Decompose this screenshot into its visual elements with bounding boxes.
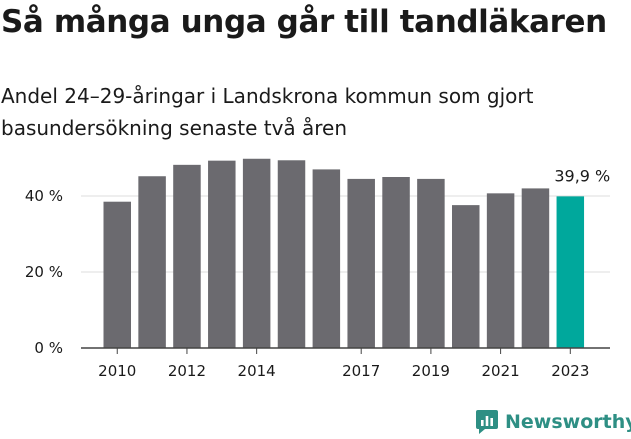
bar xyxy=(242,158,271,348)
brand-name: Newsworthy xyxy=(505,411,631,433)
y-tick-label: 20 % xyxy=(25,263,63,281)
bar xyxy=(138,176,166,348)
chart-subtitle: Andel 24–29-åringar i Landskrona kommun … xyxy=(1,84,534,140)
bar xyxy=(486,193,515,348)
x-tick-label: 2012 xyxy=(168,362,206,380)
bar xyxy=(103,201,131,348)
bar xyxy=(208,160,236,348)
bar xyxy=(277,160,306,348)
x-tick-label: 2019 xyxy=(412,362,450,380)
x-tick-label: 2017 xyxy=(342,362,380,380)
bar xyxy=(521,188,550,348)
bar xyxy=(417,178,445,348)
x-tick-label: 2014 xyxy=(238,362,276,380)
bar xyxy=(312,169,341,348)
bar xyxy=(382,177,410,348)
y-tick-label: 0 % xyxy=(34,339,63,357)
newsworthy-icon xyxy=(476,410,498,434)
bar xyxy=(452,205,480,348)
bar xyxy=(347,178,375,348)
x-tick-label: 2023 xyxy=(551,362,589,380)
bar-chart: 0 % 20 % 40 % 39,9 % 2010 2012 2014 2017 2019 202… xyxy=(25,158,610,380)
y-tick-label: 40 % xyxy=(25,187,63,205)
x-tick-label: 2010 xyxy=(98,362,136,380)
bar-value-label: 39,9 % xyxy=(554,166,610,185)
x-tick-label: 2021 xyxy=(482,362,520,380)
chart-title: Så många unga går till tandläkaren xyxy=(1,4,607,40)
bar xyxy=(173,164,201,348)
newsworthy-logo: Newsworthy xyxy=(475,406,631,438)
highlighted-bar xyxy=(556,196,585,348)
